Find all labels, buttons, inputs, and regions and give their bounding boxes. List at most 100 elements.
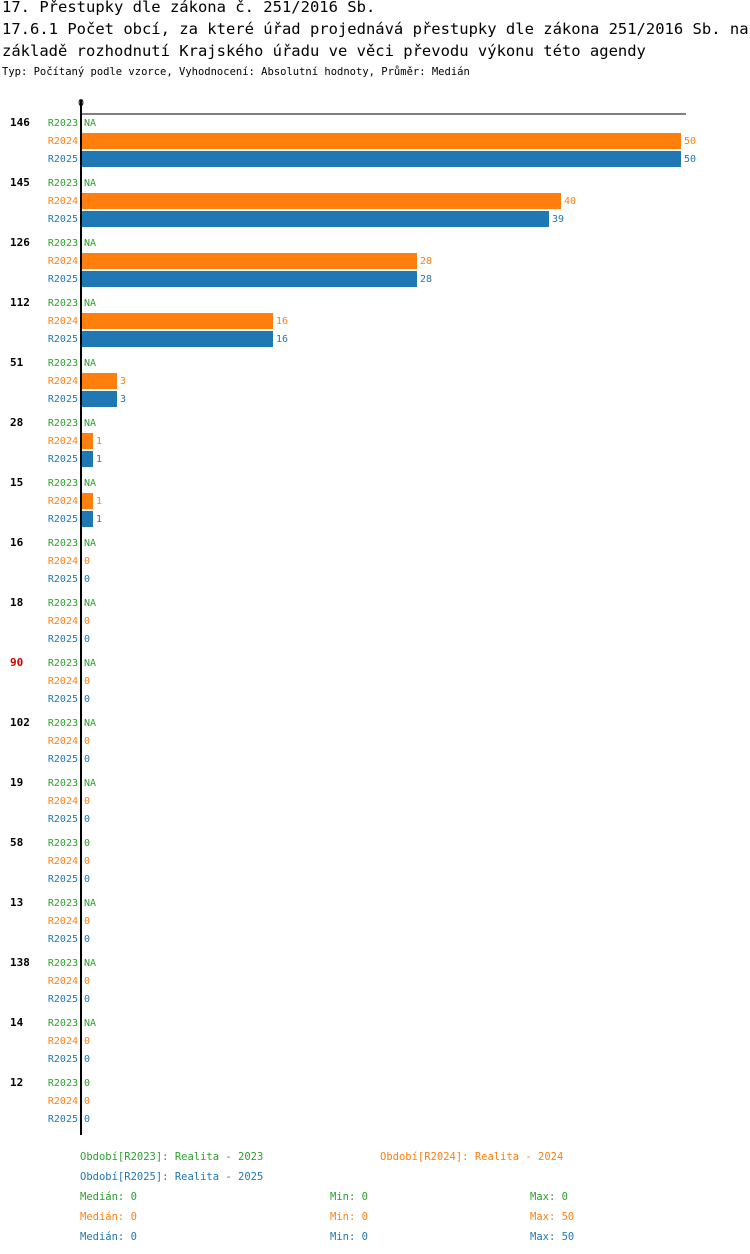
series-label: R2024	[48, 496, 78, 507]
value-label: 0	[84, 874, 90, 885]
value-label: 0	[84, 616, 90, 627]
series-label: R2025	[48, 814, 78, 825]
bar	[81, 391, 117, 407]
legend-r2024: Období[R2024]: Realita - 2024	[380, 1151, 564, 1163]
series-label: R2025	[48, 754, 78, 765]
value-label: NA	[84, 238, 96, 249]
stat-min-r2023: Min: 0	[330, 1191, 368, 1203]
value-label: 0	[84, 856, 90, 867]
group-label: 146	[10, 116, 30, 129]
series-label: R2023	[48, 358, 78, 369]
value-label: NA	[84, 658, 96, 669]
value-label: 39	[552, 214, 564, 225]
value-label: 16	[276, 316, 288, 327]
series-label: R2025	[48, 574, 78, 585]
group-label: 126	[10, 236, 30, 249]
series-label: R2025	[48, 214, 78, 225]
series-label: R2023	[48, 238, 78, 249]
value-label: NA	[84, 718, 96, 729]
group-label: 112	[10, 296, 30, 309]
series-label: R2025	[48, 994, 78, 1005]
value-label: 0	[84, 736, 90, 747]
value-label: 50	[684, 154, 696, 165]
chart-type-description: Typ: Počítaný podle vzorce, Vyhodnocení:…	[2, 66, 470, 78]
group-label: 13	[10, 896, 23, 909]
value-label: NA	[84, 958, 96, 969]
bar	[81, 511, 93, 527]
series-label: R2025	[48, 1054, 78, 1065]
value-label: 0	[84, 796, 90, 807]
stat-median-r2024: Medián: 0	[80, 1211, 137, 1223]
group-label: 18	[10, 596, 23, 609]
series-label: R2024	[48, 1096, 78, 1107]
value-label: NA	[84, 178, 96, 189]
series-label: R2025	[48, 154, 78, 165]
series-label: R2023	[48, 418, 78, 429]
series-label: R2023	[48, 958, 78, 969]
group-label: 12	[10, 1076, 23, 1089]
bar	[81, 193, 561, 209]
value-label: 0	[84, 1078, 90, 1089]
series-label: R2025	[48, 1114, 78, 1125]
group-label: 16	[10, 536, 24, 549]
series-label: R2024	[48, 976, 78, 987]
stat-max-r2023: Max: 0	[530, 1191, 568, 1203]
value-label: NA	[84, 598, 96, 609]
value-label: NA	[84, 478, 96, 489]
value-label: 1	[96, 514, 102, 525]
value-label: NA	[84, 298, 96, 309]
value-label: 0	[84, 814, 90, 825]
stat-max-r2025: Max: 50	[530, 1231, 575, 1243]
series-label: R2023	[48, 838, 78, 849]
bar	[81, 451, 93, 467]
value-label: 16	[276, 334, 288, 345]
value-label: 0	[84, 976, 90, 987]
value-label: NA	[84, 538, 96, 549]
value-label: 0	[84, 676, 90, 687]
value-label: NA	[84, 778, 96, 789]
series-label: R2025	[48, 694, 78, 705]
bar	[81, 313, 273, 329]
value-label: 40	[564, 196, 576, 207]
series-label: R2024	[48, 856, 78, 867]
series-label: R2025	[48, 934, 78, 945]
series-label: R2025	[48, 334, 78, 345]
group-label: 51	[10, 356, 24, 369]
value-label: 3	[120, 394, 126, 405]
stat-max-r2024: Max: 50	[530, 1211, 575, 1223]
value-label: 3	[120, 376, 126, 387]
bar	[81, 211, 549, 227]
chart-title: 17. Přestupky dle zákona č. 251/2016 Sb.	[2, 0, 376, 16]
legend-r2023: Období[R2023]: Realita - 2023	[80, 1151, 264, 1163]
series-label: R2025	[48, 634, 78, 645]
value-label: NA	[84, 898, 96, 909]
bar	[81, 151, 681, 167]
value-label: 28	[420, 274, 432, 285]
bar	[81, 253, 417, 269]
value-label: 0	[84, 694, 90, 705]
chart-subtitle-line1: 17.6.1 Počet obcí, za které úřad projedn…	[2, 20, 749, 38]
series-label: R2025	[48, 394, 78, 405]
value-label: NA	[84, 358, 96, 369]
series-label: R2024	[48, 196, 78, 207]
bar	[81, 331, 273, 347]
series-label: R2023	[48, 598, 78, 609]
stat-min-r2025: Min: 0	[330, 1231, 368, 1243]
group-label: 14	[10, 1016, 24, 1029]
legend-r2025: Období[R2025]: Realita - 2025	[80, 1171, 264, 1183]
bar	[81, 133, 681, 149]
series-label: R2023	[48, 538, 78, 549]
series-label: R2024	[48, 616, 78, 627]
group-label: 58	[10, 836, 23, 849]
series-label: R2024	[48, 136, 78, 147]
series-label: R2025	[48, 874, 78, 885]
value-label: 1	[96, 436, 102, 447]
group-label: 15	[10, 476, 23, 489]
series-label: R2024	[48, 1036, 78, 1047]
series-label: R2023	[48, 178, 78, 189]
series-label: R2023	[48, 1018, 78, 1029]
group-label: 102	[10, 716, 30, 729]
series-label: R2023	[48, 298, 78, 309]
stat-median-r2023: Medián: 0	[80, 1191, 137, 1203]
series-label: R2024	[48, 556, 78, 567]
